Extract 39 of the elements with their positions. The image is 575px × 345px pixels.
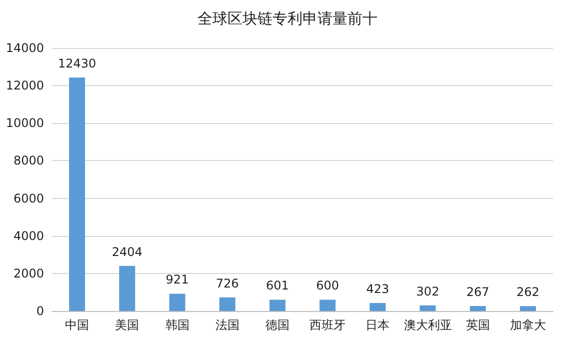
x-tick-label: 美国 (115, 318, 140, 332)
bar (269, 300, 286, 311)
data-label: 12430 (58, 56, 96, 70)
y-tick-label: 4000 (13, 228, 44, 243)
data-label: 262 (516, 285, 540, 300)
y-tick-label: 10000 (6, 116, 44, 130)
y-tick-label: 12000 (6, 78, 44, 93)
data-label: 267 (466, 284, 490, 299)
y-tick-label: 0 (36, 304, 44, 318)
data-label: 302 (416, 284, 440, 298)
bar (169, 294, 186, 311)
y-tick-label: 2000 (13, 266, 44, 280)
bar (320, 300, 336, 311)
x-tick-label: 韩国 (165, 318, 190, 332)
x-tick-label: 西班牙 (310, 318, 346, 332)
chart-title: 全球区块链专利申请量前十 (198, 10, 378, 28)
bar (69, 77, 86, 311)
bar (470, 306, 486, 311)
y-tick-label: 8000 (13, 154, 44, 168)
x-tick-label: 德国 (265, 318, 290, 332)
bar (370, 303, 386, 311)
data-label: 601 (266, 278, 289, 293)
bar (520, 306, 536, 311)
y-tick-label: 14000 (6, 41, 44, 55)
x-tick-label: 澳大利亚 (404, 318, 452, 332)
y-tick-label: 6000 (13, 191, 44, 206)
x-tick-label: 日本 (366, 318, 390, 332)
bar (119, 266, 136, 311)
bar (219, 297, 236, 311)
data-label: 726 (216, 276, 239, 290)
x-tick-label: 英国 (466, 318, 490, 332)
x-tick-label: 中国 (65, 318, 90, 332)
bar (420, 305, 436, 311)
data-label: 2404 (112, 244, 142, 259)
data-label: 600 (316, 278, 340, 293)
x-tick-label: 法国 (215, 318, 240, 332)
data-label: 921 (166, 272, 189, 287)
data-label: 423 (366, 282, 390, 296)
x-tick-label: 加拿大 (510, 318, 546, 332)
